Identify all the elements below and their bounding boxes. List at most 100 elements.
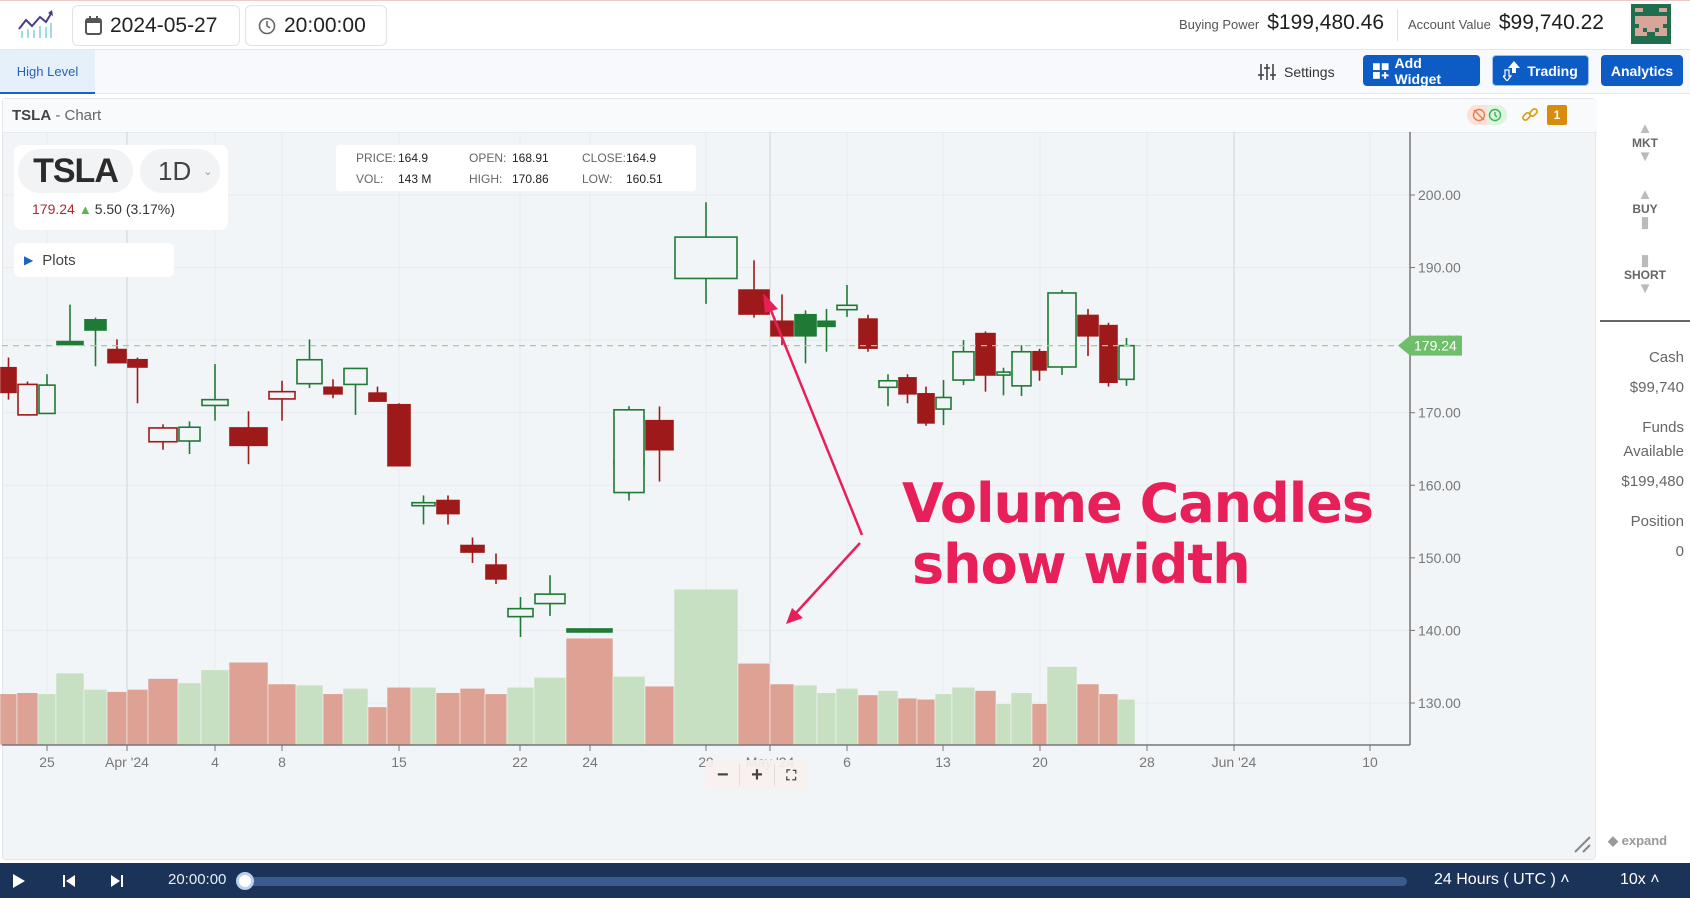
short-button[interactable]: ▮ SHORT ▼ (1600, 252, 1690, 296)
order-panel: ▲ MKT ▼ ▲ BUY ▮ ▮ SHORT ▼ Cash $99,740 F… (1600, 98, 1690, 860)
svg-text:15: 15 (391, 754, 407, 770)
timeframe-selector[interactable]: 1D ⌄ (140, 149, 220, 193)
open-label: OPEN: (469, 151, 507, 165)
ohlc-readout: PRICE: 164.9 OPEN: 168.91 CLOSE: 164.9 V… (336, 145, 696, 191)
link-group-badge[interactable]: 1 (1547, 105, 1567, 125)
annotation-line-1: Volume Candles (902, 472, 1374, 535)
playback-slider-handle[interactable] (236, 872, 254, 890)
eye-off-icon (1472, 108, 1486, 122)
trading-button[interactable]: Trading (1492, 55, 1589, 86)
low-value: 160.51 (626, 172, 663, 186)
symbol-selector[interactable]: TSLA (18, 149, 133, 193)
clock-icon (258, 17, 276, 34)
funds-value: $199,480 (1621, 473, 1684, 490)
svg-text:28: 28 (1139, 754, 1155, 770)
analytics-button[interactable]: Analytics (1601, 55, 1683, 86)
cash-value: $99,740 (1629, 379, 1684, 396)
svg-text:200.00: 200.00 (1418, 187, 1461, 203)
svg-text:140.00: 140.00 (1418, 622, 1461, 638)
svg-text:4: 4 (211, 754, 219, 770)
trading-arrows-icon (1503, 60, 1521, 81)
svg-text:130.00: 130.00 (1418, 695, 1461, 711)
step-back-icon[interactable] (62, 874, 76, 888)
expand-button[interactable]: ◆ expand (1608, 833, 1667, 849)
timezone-value: 24 Hours ( UTC ) (1434, 871, 1556, 888)
bar-icon: ▮ (1640, 252, 1650, 269)
analytics-label: Analytics (1610, 62, 1674, 79)
close-label: CLOSE: (582, 151, 627, 165)
ticker-card: TSLA 1D ⌄ 179.24 ▲ 5.50 (3.17%) (14, 145, 228, 230)
mkt-label: MKT (1632, 136, 1658, 150)
avatar[interactable] (1631, 4, 1671, 44)
expand-label: expand (1621, 833, 1668, 848)
vol-label: VOL: (356, 172, 384, 186)
add-widget-button[interactable]: Add Widget (1363, 54, 1480, 87)
time-value: 20:00:00 (284, 13, 366, 37)
svg-text:8: 8 (278, 754, 286, 770)
buy-button[interactable]: ▲ BUY ▮ (1600, 187, 1690, 231)
divider (1397, 9, 1398, 41)
svg-text:Apr '24: Apr '24 (105, 754, 149, 770)
divider (1600, 320, 1690, 322)
arrow-down-icon: ▼ (1637, 148, 1653, 165)
clock-sync-icon (1488, 108, 1502, 122)
speed-selector[interactable]: 10x ˄ (1620, 871, 1660, 889)
funds-label-2: Available (1623, 443, 1684, 460)
chart-title-suffix: - Chart (51, 107, 102, 124)
caret-right-icon: ▶ (24, 253, 34, 267)
chart-title: TSLA - Chart (12, 107, 101, 124)
playback-bar: 20:00:00 24 Hours ( UTC ) ˄ 10x ˄ (0, 863, 1690, 898)
step-forward-icon[interactable] (110, 874, 124, 888)
plots-label: Plots (42, 251, 76, 269)
buying-power-value: $199,480.46 (1267, 11, 1385, 34)
fit-screen-button[interactable]: ⛶ (786, 767, 797, 783)
date-picker[interactable]: 2024-05-27 (72, 5, 240, 46)
settings-button[interactable]: Settings (1258, 58, 1335, 86)
zoom-in-button[interactable]: + (740, 764, 775, 786)
buying-power-label: Buying Power (1179, 17, 1260, 32)
last-price: 179.24 (32, 201, 75, 217)
vol-value: 143 M (398, 172, 432, 186)
add-widget-label: Add Widget (1394, 54, 1442, 87)
change-value: 5.50 (3.17%) (94, 201, 175, 217)
buy-label: BUY (1632, 202, 1658, 216)
chart-zoom-controls: − + ⛶ (706, 760, 808, 790)
svg-text:24: 24 (582, 754, 598, 770)
bar-icon: ▮ (1640, 214, 1650, 231)
toolbar: High Level Settings Add Widget Trading A… (0, 50, 1690, 94)
chart-title-symbol: TSLA (12, 107, 52, 124)
hide-toggle[interactable] (1467, 105, 1507, 125)
svg-text:22: 22 (512, 754, 528, 770)
svg-text:170.00: 170.00 (1418, 405, 1461, 421)
svg-text:6: 6 (843, 754, 851, 770)
speed-value: 10x (1620, 871, 1646, 888)
play-icon[interactable] (12, 873, 26, 889)
price-chart[interactable]: 200.00190.00180.00170.00160.00150.00140.… (0, 0, 1600, 860)
high-label: HIGH: (469, 172, 503, 186)
app-logo-icon[interactable] (16, 9, 54, 39)
svg-text:179.24: 179.24 (1414, 338, 1457, 354)
playback-slider[interactable] (243, 877, 1407, 886)
account-value-label: Account Value (1408, 17, 1491, 32)
price-value: 164.9 (398, 151, 429, 165)
chevron-up-icon: ˄ (1560, 871, 1570, 888)
svg-text:150.00: 150.00 (1418, 550, 1461, 566)
svg-text:25: 25 (39, 754, 55, 770)
svg-text:190.00: 190.00 (1418, 260, 1461, 276)
price-change: 179.24 ▲ 5.50 (3.17%) (32, 201, 175, 217)
svg-text:20: 20 (1032, 754, 1048, 770)
plots-toggle[interactable]: ▶ Plots (14, 243, 174, 277)
time-picker[interactable]: 20:00:00 (245, 5, 387, 46)
timezone-selector[interactable]: 24 Hours ( UTC ) ˄ (1434, 871, 1570, 889)
link-icon[interactable] (1521, 106, 1539, 124)
market-order-button[interactable]: ▲ MKT ▼ (1600, 121, 1690, 165)
funds-label: Funds (1642, 419, 1684, 436)
chart-header: TSLA - Chart 1 (3, 99, 1597, 133)
open-value: 168.91 (512, 151, 549, 165)
arrow-left-icon: ◆ (1608, 833, 1622, 848)
tab-high-level[interactable]: High Level (0, 50, 95, 94)
buying-power: Buying Power $199,480.46 (1179, 11, 1384, 35)
zoom-out-button[interactable]: − (706, 764, 741, 786)
account-value: Account Value $99,740.22 (1408, 11, 1604, 35)
high-value: 170.86 (512, 172, 549, 186)
